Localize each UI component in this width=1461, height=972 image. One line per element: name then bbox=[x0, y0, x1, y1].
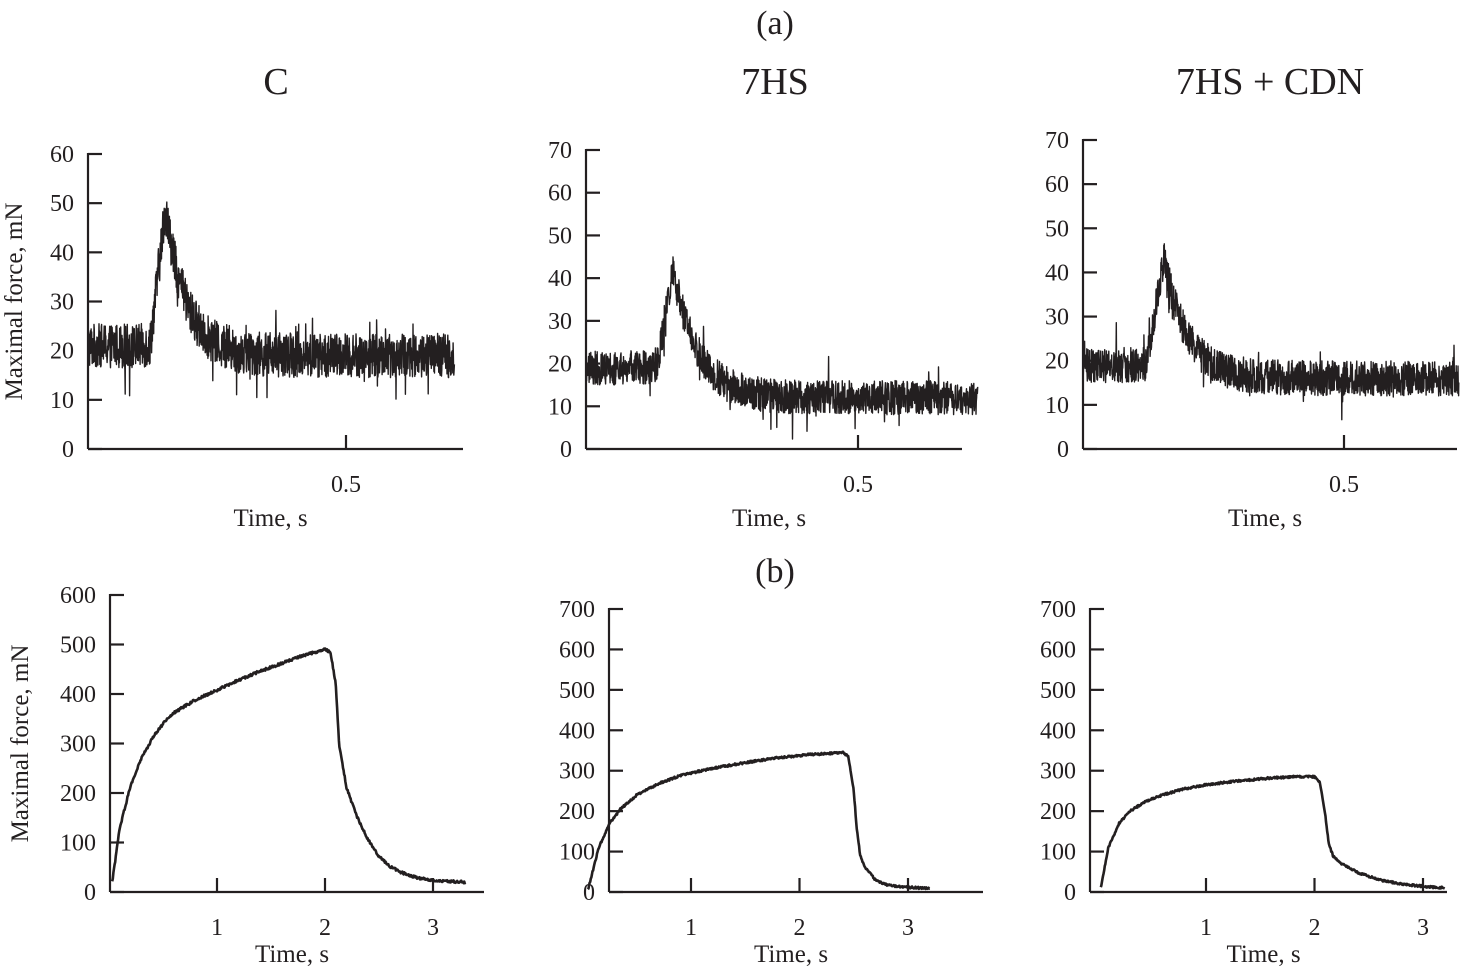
x-tick-label: 0.5 bbox=[1329, 472, 1359, 498]
y-tick-label: 50 bbox=[1045, 216, 1069, 242]
y-tick-label: 70 bbox=[1045, 128, 1069, 154]
chart-b-7HS+CDN: 0 100 200 300 400 500 600 700 1 2 3 Time, s bbox=[1040, 597, 1447, 968]
y-tick-label: 500 bbox=[559, 678, 595, 704]
column-title-7hs: 7HS bbox=[741, 61, 809, 103]
y-tick-label: 600 bbox=[559, 637, 595, 663]
chart-b-7HS: 0 100 200 300 400 500 600 700 1 2 3 Time, s bbox=[559, 597, 983, 968]
series-line bbox=[586, 750, 931, 891]
x-tick-label: 2 bbox=[794, 915, 806, 941]
y-tick-label: 60 bbox=[1045, 172, 1069, 198]
y-tick-label: 400 bbox=[60, 682, 96, 708]
y-tick-label: 100 bbox=[1040, 840, 1076, 866]
y-tick-label: 0 bbox=[560, 437, 572, 463]
x-axis-title: Time, s bbox=[233, 505, 307, 532]
y-tick-label: 40 bbox=[1045, 260, 1069, 286]
x-tick-label: 1 bbox=[211, 915, 223, 941]
x-tick-label: 1 bbox=[685, 915, 697, 941]
y-tick-label: 700 bbox=[1040, 597, 1076, 623]
x-tick-label: 2 bbox=[319, 915, 331, 941]
y-tick-label: 70 bbox=[548, 138, 572, 164]
y-tick-label: 500 bbox=[60, 633, 96, 659]
x-axis-title: Time, s bbox=[1228, 505, 1302, 532]
y-tick-label: 700 bbox=[559, 597, 595, 623]
y-axis-title: Maximal force, mN bbox=[7, 645, 34, 843]
y-tick-label: 400 bbox=[1040, 718, 1076, 744]
x-tick-label: 3 bbox=[1417, 915, 1429, 941]
y-tick-label: 200 bbox=[559, 799, 595, 825]
y-tick-label: 100 bbox=[559, 840, 595, 866]
chart-a-7HS: 0 10 20 30 40 50 60 70 0.5 Time, s bbox=[548, 138, 979, 532]
series-line bbox=[110, 647, 467, 885]
y-tick-label: 10 bbox=[1045, 393, 1069, 419]
chart-b-C: 0 100 200 300 400 500 600 1 2 3 Time, s Maximal for… bbox=[7, 583, 484, 968]
series-line bbox=[585, 256, 979, 440]
y-tick-label: 20 bbox=[548, 352, 572, 378]
column-title-7hs-cdn: 7HS + CDN bbox=[1176, 61, 1364, 103]
x-axis-title: Time, s bbox=[732, 505, 806, 532]
x-tick-label: 0.5 bbox=[331, 472, 361, 498]
series-line bbox=[1099, 774, 1446, 890]
y-tick-label: 0 bbox=[583, 880, 595, 906]
series-line bbox=[1082, 243, 1460, 421]
y-axis-title: Maximal force, mN bbox=[1, 203, 28, 401]
y-tick-label: 30 bbox=[1045, 305, 1069, 331]
y-tick-label: 60 bbox=[548, 181, 572, 207]
y-tick-label: 100 bbox=[60, 831, 96, 857]
x-axis-title: Time, s bbox=[255, 941, 329, 968]
y-tick-label: 0 bbox=[1064, 880, 1076, 906]
x-axis-title: Time, s bbox=[1226, 941, 1300, 968]
y-tick-label: 300 bbox=[1040, 759, 1076, 785]
y-tick-label: 300 bbox=[559, 759, 595, 785]
y-tick-label: 500 bbox=[1040, 678, 1076, 704]
y-tick-label: 0 bbox=[1057, 437, 1069, 463]
y-tick-label: 10 bbox=[548, 394, 572, 420]
y-tick-label: 200 bbox=[60, 781, 96, 807]
y-tick-label: 600 bbox=[1040, 637, 1076, 663]
column-title-control: C bbox=[263, 61, 288, 103]
chart-a-C: 0 10 20 30 40 50 60 0.5 Time, s Maximal force, mN bbox=[1, 142, 463, 532]
y-tick-label: 60 bbox=[50, 142, 74, 168]
y-tick-label: 50 bbox=[548, 223, 572, 249]
series-line bbox=[87, 201, 456, 400]
y-tick-label: 0 bbox=[84, 880, 96, 906]
y-tick-label: 20 bbox=[1045, 349, 1069, 375]
x-axis-title: Time, s bbox=[754, 941, 828, 968]
x-tick-label: 2 bbox=[1309, 915, 1321, 941]
y-tick-label: 600 bbox=[60, 583, 96, 609]
x-tick-label: 0.5 bbox=[843, 472, 873, 498]
y-tick-label: 30 bbox=[548, 309, 572, 335]
y-tick-label: 10 bbox=[50, 388, 74, 414]
y-tick-label: 20 bbox=[50, 339, 74, 365]
y-tick-label: 30 bbox=[50, 290, 74, 316]
y-tick-label: 200 bbox=[1040, 799, 1076, 825]
y-tick-label: 40 bbox=[548, 266, 572, 292]
x-tick-label: 3 bbox=[902, 915, 914, 941]
panel-label-a: (a) bbox=[756, 5, 794, 42]
y-tick-label: 50 bbox=[50, 191, 74, 217]
y-tick-label: 0 bbox=[62, 437, 74, 463]
x-tick-label: 3 bbox=[427, 915, 439, 941]
y-tick-label: 40 bbox=[50, 240, 74, 266]
x-tick-label: 1 bbox=[1200, 915, 1212, 941]
chart-a-7HS+CDN: 0 10 20 30 40 50 60 70 0.5 Time, s bbox=[1045, 128, 1460, 532]
y-tick-label: 400 bbox=[559, 718, 595, 744]
panel-label-b: (b) bbox=[755, 553, 795, 590]
y-tick-label: 300 bbox=[60, 732, 96, 758]
